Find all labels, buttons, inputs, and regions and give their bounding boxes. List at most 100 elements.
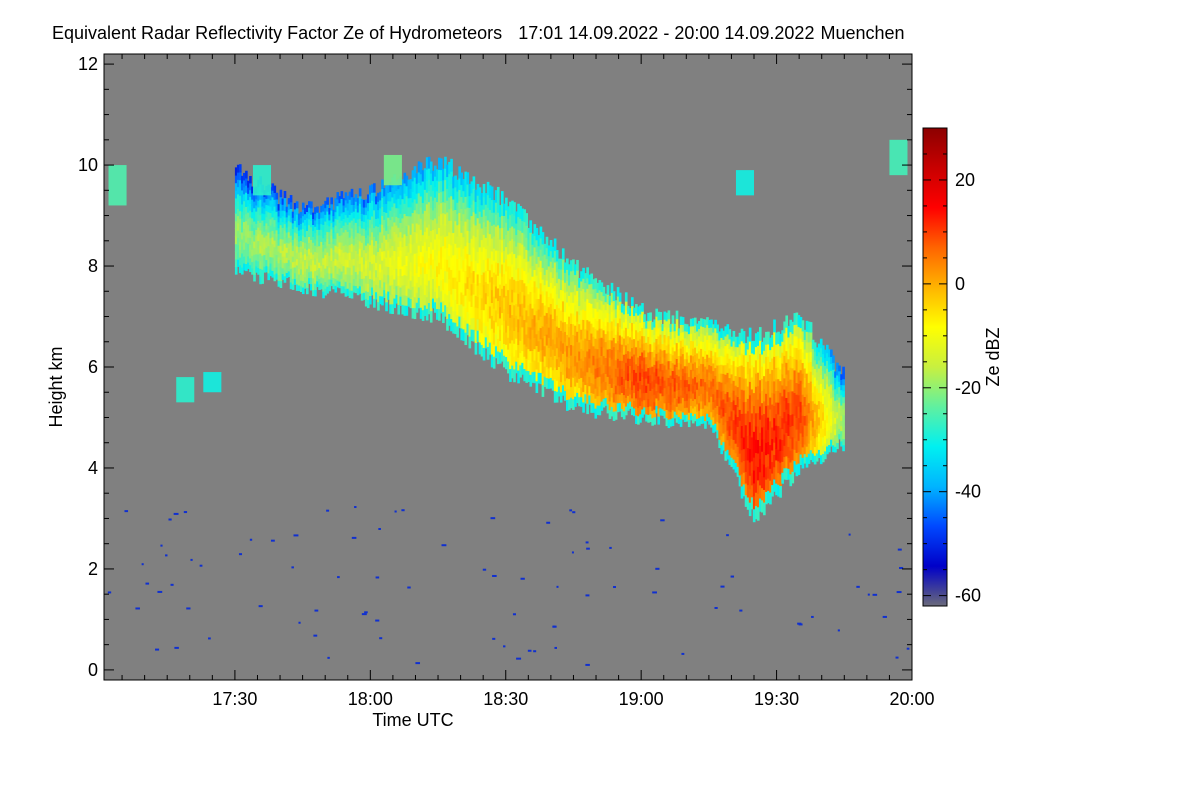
- ze-cell: [539, 349, 543, 362]
- ze-cell: [328, 237, 331, 245]
- ze-cell: [677, 335, 681, 343]
- ze-cell: [431, 180, 435, 191]
- ze-cell: [734, 394, 738, 406]
- ze-cell: [452, 265, 455, 278]
- ze-cell: [823, 380, 827, 390]
- ze-cell: [519, 291, 522, 305]
- ze-cell: [436, 222, 439, 235]
- ze-cell: [336, 192, 340, 200]
- ze-cell: [330, 235, 334, 243]
- ze-cell: [608, 304, 612, 314]
- ze-cell: [710, 350, 713, 359]
- ze-cell: [832, 355, 835, 363]
- ze-cell: [566, 388, 569, 401]
- ze-cell: [464, 245, 468, 259]
- ze-cell: [354, 229, 358, 237]
- ze-cell: [362, 221, 366, 229]
- ze-cell: [584, 291, 587, 302]
- ze-cell: [608, 357, 612, 367]
- ze-cell: [356, 239, 360, 247]
- ze-cell: [604, 341, 608, 351]
- ze-cell: [454, 209, 457, 222]
- noise-speck: [730, 575, 735, 578]
- ze-cell: [318, 245, 321, 252]
- ze-cell: [580, 348, 583, 359]
- ze-cell: [277, 280, 281, 287]
- ze-cell: [279, 259, 283, 268]
- ze-cell: [746, 472, 750, 486]
- ze-cell: [653, 386, 656, 395]
- ze-cell: [633, 407, 636, 417]
- ze-cell: [421, 170, 425, 182]
- ze-cell: [787, 347, 791, 360]
- ze-cell: [722, 339, 726, 349]
- ze-cell: [458, 304, 461, 317]
- ze-cell: [771, 426, 774, 440]
- ze-cell: [452, 176, 455, 189]
- ze-cell: [478, 270, 482, 284]
- ze-cell: [517, 267, 520, 282]
- ze-cell: [553, 343, 557, 356]
- ze-cell: [533, 314, 537, 327]
- ze-cell: [834, 446, 837, 453]
- ze-cell: [344, 259, 348, 268]
- ze-cell: [568, 285, 571, 296]
- ze-cell: [354, 250, 358, 258]
- ze-cell: [807, 392, 811, 404]
- ze-cell: [628, 358, 632, 366]
- ze-cell: [515, 280, 518, 293]
- ze-cell: [464, 270, 468, 284]
- ze-cell: [482, 246, 486, 260]
- ze-cell: [842, 384, 845, 392]
- ze-cell: [320, 223, 323, 231]
- ze-cell: [570, 270, 573, 282]
- ze-cell: [602, 338, 606, 348]
- ze-cell: [836, 430, 839, 437]
- ze-cell: [781, 461, 784, 473]
- ze-cell: [529, 291, 533, 304]
- ze-cell: [243, 207, 246, 216]
- ze-cell: [698, 387, 701, 396]
- ze-cell: [791, 459, 795, 472]
- ze-cell: [819, 347, 823, 358]
- ze-cell: [527, 293, 531, 306]
- ze-cell: [712, 401, 715, 410]
- ze-cell: [267, 218, 271, 226]
- ze-cell: [291, 222, 295, 229]
- ze-cell: [795, 324, 799, 337]
- ze-cell: [318, 256, 321, 263]
- ze-cell: [631, 305, 634, 315]
- ze-cell: [342, 218, 346, 226]
- ze-cell: [791, 333, 795, 346]
- ze-cell: [574, 314, 577, 326]
- ze-cell: [685, 338, 689, 346]
- ze-cell: [635, 321, 638, 331]
- ze-cell: [716, 373, 719, 382]
- ze-cell: [836, 374, 839, 382]
- ze-cell: [830, 377, 833, 385]
- ze-cell: [474, 283, 478, 296]
- ze-cell: [779, 345, 782, 358]
- ze-cell: [393, 240, 396, 252]
- x-tick-label: 18:30: [483, 689, 528, 709]
- ze-cell: [440, 191, 443, 204]
- ze-cell: [281, 227, 285, 234]
- ze-cell: [708, 416, 711, 425]
- ze-cell: [438, 250, 441, 263]
- ze-cell: [830, 418, 833, 426]
- ze-cell: [545, 366, 549, 378]
- ze-cell: [411, 296, 415, 309]
- ze-cell: [588, 302, 591, 313]
- ze-cell: [492, 308, 496, 321]
- ze-cell: [815, 428, 819, 438]
- ze-cell: [529, 303, 533, 316]
- ze-cell: [450, 171, 453, 184]
- ze-cell: [834, 428, 837, 436]
- ze-cell: [624, 336, 628, 346]
- ze-cell: [381, 179, 384, 190]
- ze-cell: [673, 377, 677, 385]
- ze-cell: [476, 228, 480, 241]
- ze-cell: [498, 306, 502, 319]
- ze-cell: [501, 348, 504, 362]
- ze-cell: [249, 264, 252, 273]
